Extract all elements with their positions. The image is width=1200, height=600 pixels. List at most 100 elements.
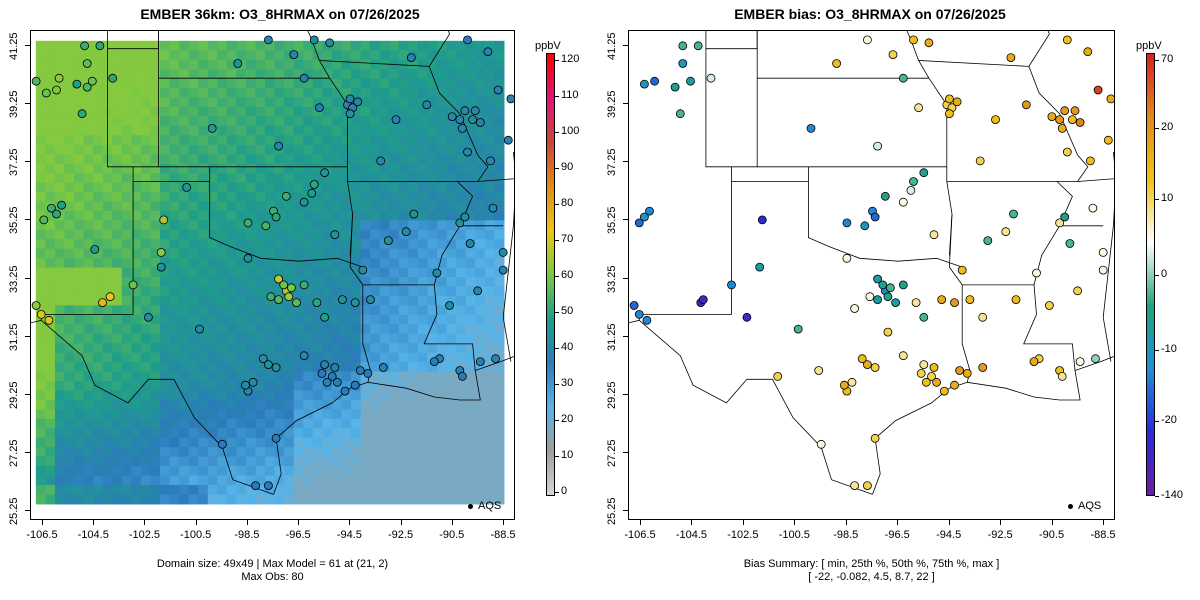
boundary-line (705, 31, 758, 168)
bias-station-point (1085, 156, 1095, 166)
bias-station-point (773, 371, 783, 381)
x-axis-tick (298, 520, 300, 525)
left-colorbar (546, 53, 555, 496)
obs-station-point (309, 35, 319, 45)
bias-station-point (978, 312, 988, 322)
obs-station-point (251, 481, 261, 491)
obs-station-point (105, 292, 115, 302)
bias-station-point (1006, 53, 1016, 63)
y-axis-tick-label: 31.25 (606, 323, 618, 351)
bias-station-point (914, 103, 924, 113)
x-axis-tick (640, 520, 641, 525)
x-axis-tick-label: -90.5 (1039, 529, 1065, 541)
obs-station-point (327, 371, 337, 381)
left-map-panel[interactable] (30, 30, 515, 520)
boundary-line (349, 213, 353, 256)
y-axis-tick (623, 161, 628, 163)
y-axis-tick-label: 33.25 (606, 264, 618, 293)
obs-station-point (475, 357, 485, 367)
boundary-line (347, 166, 371, 383)
bias-station-point (847, 377, 857, 387)
obs-station-point (463, 35, 472, 45)
bias-station-point (906, 185, 916, 195)
bias-station-point (693, 41, 703, 51)
x-axis-tick (794, 520, 796, 525)
colorbar-tick-label: -10 (1161, 342, 1177, 355)
state-boundaries (31, 31, 514, 495)
bias-station-point (850, 304, 860, 313)
y-axis-tick-label: 39.25 (8, 90, 20, 119)
bias-station-point (1091, 354, 1100, 364)
bias-station-point (757, 215, 767, 225)
bias-station-point (978, 363, 988, 372)
bias-station-point (862, 35, 872, 45)
obs-station-point (312, 298, 322, 308)
obs-station-point (217, 439, 227, 449)
obs-station-point (299, 280, 309, 290)
x-axis-tick-label: -94.5 (936, 529, 962, 541)
bias-station-point (742, 312, 752, 322)
x-axis-tick (42, 520, 43, 525)
obs-station-point (156, 247, 166, 257)
obs-station-point-group (31, 35, 514, 491)
right-map-panel[interactable] (628, 30, 1115, 520)
colorbar-tick-label: 10 (1161, 192, 1174, 205)
obs-station-point (279, 280, 289, 290)
colorbar-tick (555, 95, 559, 97)
bias-station-point (839, 380, 849, 390)
bias-station-point (686, 76, 695, 86)
bias-station-point (950, 380, 959, 390)
boundary-line (962, 284, 1076, 371)
bias-station-point (678, 59, 688, 68)
obs-station-point (309, 180, 319, 189)
obs-station-point (322, 377, 332, 387)
aqs-marker-icon (1068, 503, 1073, 509)
obs-station-point (299, 197, 309, 207)
bias-station-point (634, 309, 644, 319)
right-footer-line-2: [ -22, -0.082, 4.5, 8.7, 22 ] (808, 571, 935, 583)
bias-station-point (865, 292, 875, 302)
y-axis-tick (25, 277, 30, 279)
x-axis-tick (349, 520, 351, 525)
bias-station-point (991, 115, 1000, 124)
x-axis-tick (93, 520, 95, 525)
bias-station-point (916, 368, 926, 378)
bias-station-point (642, 315, 652, 325)
colorbar-tick (555, 455, 559, 457)
colorbar-tick-label: 40 (561, 340, 574, 353)
obs-station-point (248, 377, 258, 387)
obs-station-point (330, 363, 340, 372)
y-axis-tick (623, 45, 628, 46)
right-colorbar-unit: ppbV (1136, 40, 1162, 52)
bias-station-point (1057, 371, 1067, 381)
boundary-line (273, 356, 514, 495)
colorbar-tick (555, 59, 559, 61)
obs-station-point (243, 218, 253, 228)
right-map-title: EMBER bias: O3_8HRMAX on 07/26/2025 (734, 6, 1006, 22)
boundary-line (629, 319, 873, 495)
y-axis-tick-label: 39.25 (606, 90, 618, 119)
obs-station-point (36, 309, 46, 319)
bias-station-point (1062, 147, 1072, 157)
colorbar-tick-label: 70 (1161, 52, 1174, 65)
y-axis-tick (25, 103, 30, 105)
obs-station-point (281, 191, 291, 201)
bias-station-point (698, 295, 708, 305)
boundary-line (928, 77, 948, 167)
bias-station-point (793, 324, 803, 334)
bias-station-point (1103, 135, 1113, 145)
bias-station-point (639, 79, 649, 89)
boundary-line (362, 284, 476, 371)
bias-station-point (1021, 100, 1031, 110)
bias-station-point (1011, 295, 1021, 305)
obs-station-point (378, 363, 388, 372)
obs-station-point (355, 366, 365, 375)
left-footer-line-1: Domain size: 49x49 | Max Model = 61 at (… (156, 558, 389, 570)
colorbar-tick-label: 0 (1161, 267, 1168, 280)
obs-station-point (289, 50, 299, 60)
obs-station-point (470, 106, 480, 116)
bias-station-point (883, 327, 893, 337)
left-footer-line-2: Max Obs: 80 (241, 571, 304, 583)
obs-station-point (41, 88, 51, 98)
bias-station-point (806, 124, 816, 133)
